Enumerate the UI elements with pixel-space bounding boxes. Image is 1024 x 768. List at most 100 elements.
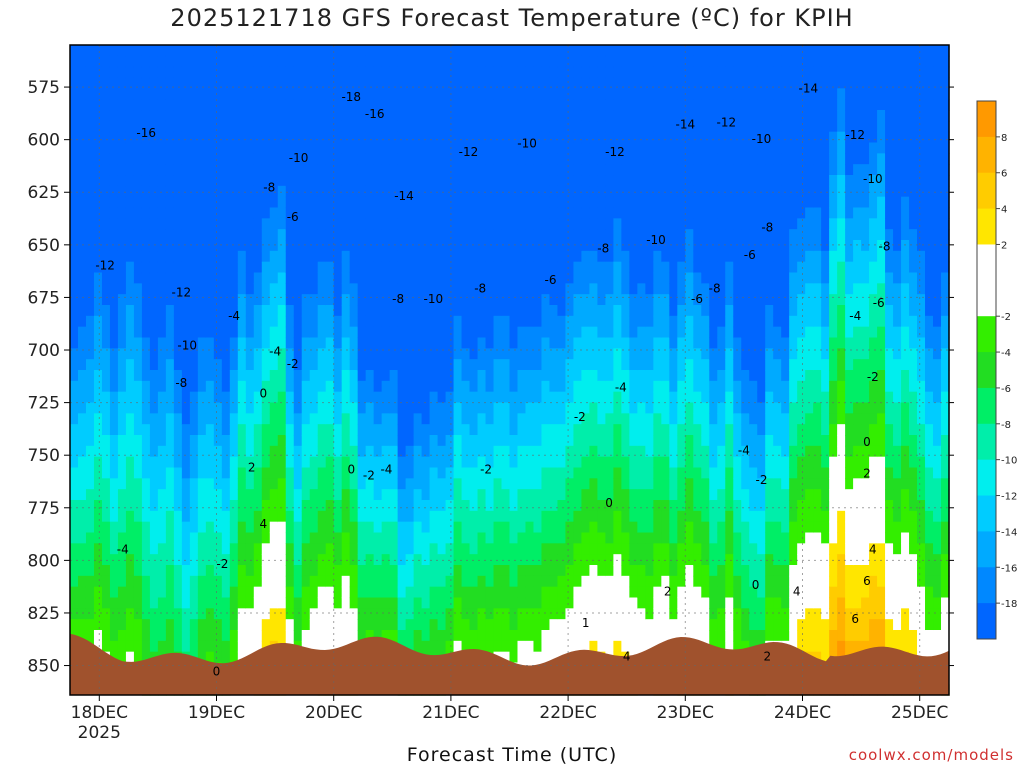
field-cell <box>389 164 399 176</box>
field-cell <box>437 337 447 349</box>
field-cell <box>221 120 231 133</box>
field-cell <box>725 88 734 100</box>
field-cell <box>557 240 567 252</box>
field-cell <box>229 66 239 79</box>
field-cell <box>237 326 247 339</box>
field-cell <box>597 543 606 555</box>
field-cell <box>501 261 511 274</box>
field-cell <box>549 272 559 284</box>
field-cell <box>573 435 583 447</box>
field-cell <box>525 478 535 490</box>
field-cell <box>589 402 598 414</box>
field-cell <box>229 229 239 241</box>
field-cell <box>637 424 646 436</box>
field-cell <box>717 99 726 111</box>
field-cell <box>445 229 455 241</box>
field-cell <box>621 478 630 490</box>
field-cell <box>645 315 654 328</box>
field-cell <box>581 229 591 241</box>
field-cell <box>357 521 367 534</box>
field-cell <box>581 120 591 133</box>
field-cell <box>485 261 495 274</box>
field-cell <box>325 45 335 57</box>
field-cell <box>293 456 303 469</box>
field-cell <box>533 99 543 111</box>
field-cell <box>85 272 95 284</box>
field-cell <box>269 575 279 588</box>
field-cell <box>125 153 135 165</box>
field-cell <box>381 608 391 620</box>
field-cell <box>725 445 734 458</box>
field-cell <box>517 175 527 187</box>
field-cell <box>693 229 702 241</box>
field-cell <box>229 651 239 664</box>
field-cell <box>517 651 527 664</box>
field-cell <box>613 110 622 122</box>
field-cell <box>653 370 662 382</box>
field-cell <box>197 630 207 642</box>
field-cell <box>301 554 311 566</box>
field-cell <box>70 445 79 458</box>
field-cell <box>245 424 255 436</box>
field-cell <box>509 640 519 653</box>
field-cell <box>477 402 487 414</box>
field-cell <box>213 66 223 79</box>
field-cell <box>365 164 375 176</box>
field-cell <box>221 326 231 339</box>
field-cell <box>317 467 327 479</box>
field-cell <box>173 478 183 490</box>
field-cell <box>309 380 319 393</box>
field-cell <box>709 99 718 111</box>
field-cell <box>453 272 463 284</box>
field-cell <box>357 77 367 89</box>
field-cell <box>669 207 678 219</box>
field-cell <box>261 131 271 144</box>
field-cell <box>701 445 710 458</box>
field-cell <box>429 110 439 122</box>
field-cell <box>653 240 662 252</box>
field-cell <box>245 55 255 68</box>
field-cell <box>197 131 207 144</box>
field-cell <box>605 521 614 534</box>
field-cell <box>149 489 159 501</box>
field-cell <box>301 575 311 588</box>
field-cell <box>549 164 559 176</box>
field-cell <box>597 175 606 187</box>
field-cell <box>181 153 191 165</box>
field-cell <box>189 185 199 198</box>
field-cell <box>365 586 375 599</box>
field-cell <box>429 543 439 555</box>
field-cell <box>581 359 591 371</box>
field-cell <box>629 294 638 306</box>
field-cell <box>565 608 575 620</box>
field-cell <box>317 175 327 187</box>
field-cell <box>573 99 583 111</box>
field-cell <box>725 565 734 577</box>
field-cell <box>229 45 239 57</box>
field-cell <box>525 651 535 664</box>
field-cell <box>725 120 734 133</box>
field-cell <box>573 240 583 252</box>
field-cell <box>621 597 630 609</box>
field-cell <box>677 131 686 144</box>
field-cell <box>173 619 183 631</box>
field-cell <box>77 326 87 339</box>
field-cell <box>301 532 311 544</box>
field-cell <box>677 196 686 209</box>
field-cell <box>421 99 431 111</box>
field-cell <box>597 467 606 479</box>
field-cell <box>437 185 447 198</box>
field-cell <box>493 120 503 133</box>
field-cell <box>365 142 375 154</box>
field-cell <box>645 597 654 609</box>
field-cell <box>261 532 271 544</box>
field-cell <box>117 240 127 252</box>
field-cell <box>245 283 255 295</box>
field-cell <box>621 619 630 631</box>
field-cell <box>469 66 479 79</box>
field-cell <box>333 489 343 501</box>
field-cell <box>549 478 559 490</box>
field-cell <box>325 380 335 393</box>
field-cell <box>341 120 351 133</box>
field-cell <box>205 435 215 447</box>
